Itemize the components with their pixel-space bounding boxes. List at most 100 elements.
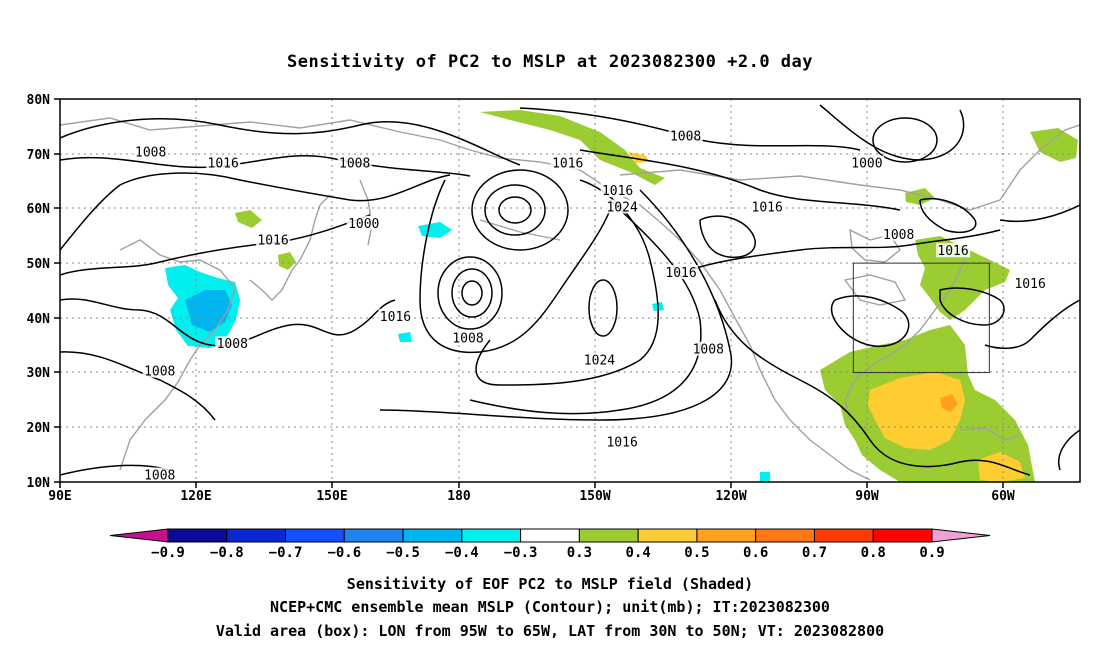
colorbar-segment: [285, 528, 345, 543]
contour: [379, 189, 733, 421]
coastline-us-east: [844, 259, 966, 421]
contour-label-bg: [256, 232, 291, 247]
contour-label-bg: [881, 226, 916, 241]
shade-positive-gulf-max: [940, 394, 958, 412]
lon-label: 60W: [991, 489, 1015, 504]
contour-label-bg: [750, 199, 785, 214]
colorbar-tick-label: 0.4: [626, 545, 651, 561]
contour: [475, 179, 659, 386]
contour-label-bg: [346, 215, 381, 230]
coastline-arctic-asia: [60, 117, 471, 151]
contour-label-bg: [605, 199, 640, 214]
contour-label: 1016: [602, 184, 633, 199]
gridlines: [60, 99, 1080, 482]
colorbar-segment: [813, 528, 874, 543]
contour: [689, 229, 1001, 271]
colorbar-tick-label: 0.7: [802, 545, 827, 561]
contour-low-pacific-3: [461, 280, 483, 306]
contour: [999, 204, 1080, 223]
colorbar-tick-label: −0.8: [210, 545, 244, 561]
colorbar-tick-label: −0.6: [327, 545, 361, 561]
lon-label: 120E: [180, 489, 211, 504]
shade-negative-mexico: [760, 472, 770, 482]
contour-low-pacific-2: [451, 268, 493, 318]
contour-label: 1016: [552, 157, 583, 172]
lat-label: 70N: [27, 148, 51, 163]
coastline-korea-japan: [249, 194, 331, 301]
contour-label: 1008: [339, 157, 370, 172]
coastline-hudson-bay: [849, 228, 901, 263]
contour-label-bg: [849, 155, 884, 170]
contour-label: 1024: [606, 200, 637, 215]
contour: [919, 198, 977, 233]
shade-positive-arctic-north: [480, 110, 665, 185]
contour-label-bg: [582, 352, 617, 367]
coastline-caribbean: [959, 427, 1021, 441]
caption-line-3: Valid area (box): LON from 95W to 65W, L…: [216, 622, 884, 640]
colorbar-tick-label: 0.8: [861, 545, 886, 561]
contour-label-bg: [206, 155, 241, 170]
shade-positive-gulf-core: [868, 372, 965, 450]
contour: [419, 179, 611, 354]
caption-line-1: Sensitivity of EOF PC2 to MSLP field (Sh…: [347, 575, 753, 593]
contour-label: 1008: [144, 365, 175, 380]
contour: [699, 215, 756, 259]
shade-negative-pacific: [398, 332, 412, 342]
shade-positive-greenland: [1030, 128, 1078, 162]
contour-label: 1016: [208, 157, 239, 172]
colorbar-tick-label: −0.7: [269, 545, 303, 561]
contour: [469, 199, 702, 415]
colorbar-tick-label: −0.5: [386, 545, 420, 561]
contour-label-bg: [337, 155, 372, 170]
colorbar-tick-label: 0.6: [743, 545, 768, 561]
axis-tick-marks: [54, 98, 1004, 488]
lon-label: 90E: [48, 489, 71, 504]
contour-high-pacific: [588, 279, 618, 337]
contour-label-bg: [142, 363, 177, 378]
contour-label-bg: [133, 144, 168, 159]
coastline-great-lakes: [843, 274, 907, 306]
colorbar-segment: [343, 528, 404, 543]
contour: [984, 299, 1080, 350]
contour-label-bg: [142, 467, 177, 482]
contour-label-bg: [605, 434, 640, 449]
contour-label-bg: [664, 265, 699, 280]
contour-low-bering-2: [484, 184, 546, 236]
lat-label: 60N: [27, 202, 51, 217]
contour-label: 1016: [257, 233, 288, 248]
coastline-kamchatka: [359, 179, 373, 246]
lat-label: 10N: [27, 476, 51, 491]
coastline-greenland: [999, 124, 1080, 201]
contour-label: 1016: [380, 310, 411, 325]
colorbar-segment: [461, 528, 522, 543]
contour: [714, 299, 1031, 476]
colorbar-tick-label: −0.9: [151, 545, 185, 561]
lon-label: 150E: [316, 489, 347, 504]
contour-label: 1000: [851, 157, 882, 172]
contour-label: 1008: [217, 337, 248, 352]
colorbar-segment: [226, 528, 287, 543]
contour-label-bg: [668, 128, 703, 143]
colorbar-segment: [520, 528, 580, 543]
contour: [60, 172, 451, 251]
lon-label: 120W: [715, 489, 746, 504]
colorbar-labels: −0.9 −0.8 −0.7 −0.6 −0.5 −0.4 −0.3 0.3 0.4 0.5 0.6…: [151, 545, 945, 561]
colorbar-segment: [696, 528, 757, 543]
colorbar-segment: [578, 528, 639, 543]
lon-label: 180: [447, 489, 471, 504]
colorbar-segment: [167, 528, 228, 543]
shade-negative-bering: [418, 222, 452, 238]
coastline-east-asia: [119, 239, 236, 471]
contour-label-bg: [451, 330, 485, 345]
colorbar-left-arrow: [109, 528, 169, 543]
colorbar-tick-label: −0.3: [504, 545, 538, 561]
shade-positive-japan-small: [278, 252, 296, 270]
contour: [60, 155, 471, 177]
contour-label: 1000: [348, 217, 379, 232]
caption: Sensitivity of EOF PC2 to MSLP field (Sh…: [216, 575, 884, 640]
colorbar-tick-label: 0.5: [684, 545, 709, 561]
contour-label: 1008: [135, 146, 166, 161]
contour-label-bg: [691, 341, 726, 356]
colorbar-segment: [755, 528, 815, 543]
